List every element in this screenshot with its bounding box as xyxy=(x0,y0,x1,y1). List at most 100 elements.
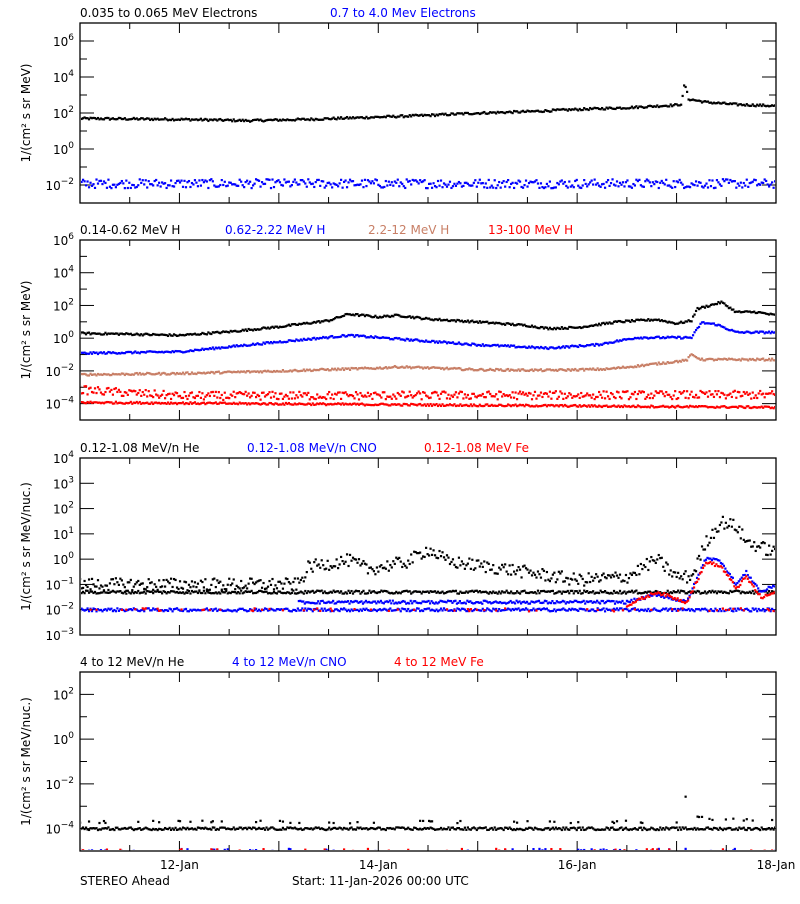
data-point xyxy=(446,186,448,188)
data-point xyxy=(526,395,528,397)
data-point xyxy=(134,390,136,392)
data-point xyxy=(486,187,488,189)
data-point xyxy=(137,392,139,394)
data-point xyxy=(140,395,142,397)
data-point xyxy=(771,550,773,552)
data-point xyxy=(588,109,590,111)
data-point xyxy=(716,393,718,395)
data-point xyxy=(616,574,618,576)
data-point xyxy=(688,575,690,577)
data-point xyxy=(113,583,115,585)
data-point xyxy=(717,181,719,183)
data-point xyxy=(549,180,551,182)
data-point xyxy=(444,391,446,393)
data-point xyxy=(259,399,261,401)
data-point xyxy=(261,587,263,589)
data-point xyxy=(97,579,99,581)
data-point xyxy=(482,182,484,184)
data-point xyxy=(564,393,566,395)
data-point xyxy=(658,554,660,556)
data-point xyxy=(698,326,700,328)
data-point xyxy=(589,581,591,583)
data-point xyxy=(726,178,728,180)
data-point xyxy=(313,186,315,188)
data-point xyxy=(222,399,224,401)
data-point xyxy=(370,393,372,395)
data-point xyxy=(707,544,709,546)
data-point xyxy=(532,572,534,574)
data-point xyxy=(401,114,403,116)
data-point xyxy=(470,568,472,570)
data-point xyxy=(251,187,253,189)
data-point xyxy=(550,398,552,400)
data-point xyxy=(234,396,236,398)
data-point xyxy=(95,178,97,180)
data-point xyxy=(682,578,684,580)
data-point xyxy=(580,392,582,394)
data-point xyxy=(607,179,609,181)
data-point xyxy=(693,396,695,398)
data-point xyxy=(637,565,639,567)
data-point xyxy=(707,396,709,398)
data-point xyxy=(481,603,483,605)
data-point xyxy=(617,577,619,579)
data-point xyxy=(682,183,684,185)
data-point xyxy=(385,398,387,400)
data-point xyxy=(121,180,123,182)
data-point xyxy=(741,528,743,530)
y-tick-label: 104 xyxy=(53,265,74,281)
data-point xyxy=(537,182,539,184)
data-point xyxy=(444,559,446,561)
data-point xyxy=(619,590,621,592)
data-point xyxy=(514,573,516,575)
data-point xyxy=(662,566,664,568)
data-point xyxy=(122,395,124,397)
data-point xyxy=(327,560,329,562)
data-point xyxy=(348,602,350,604)
data-point xyxy=(456,396,458,398)
data-point xyxy=(750,397,752,399)
data-point xyxy=(674,186,676,188)
data-point xyxy=(400,561,402,563)
data-point xyxy=(306,186,308,188)
data-point xyxy=(653,183,655,185)
data-point xyxy=(555,186,557,188)
data-point xyxy=(690,391,692,393)
data-point xyxy=(755,394,757,396)
data-point xyxy=(216,396,218,398)
data-point xyxy=(713,396,715,398)
data-point xyxy=(224,181,226,183)
data-point xyxy=(362,560,364,562)
data-point xyxy=(98,587,100,589)
data-point xyxy=(289,391,291,393)
data-point xyxy=(212,180,214,182)
data-point xyxy=(659,182,661,184)
data-point xyxy=(182,186,184,188)
data-point xyxy=(501,564,503,566)
data-point xyxy=(367,392,369,394)
data-point xyxy=(514,391,516,393)
data-point xyxy=(161,592,163,594)
data-point xyxy=(600,394,602,396)
data-point xyxy=(756,397,758,399)
data-point xyxy=(419,392,421,394)
data-point xyxy=(765,180,767,182)
data-point xyxy=(704,185,706,187)
data-point xyxy=(716,179,718,181)
data-point xyxy=(573,186,575,188)
data-point xyxy=(429,602,431,604)
legend-label: 2.2-12 MeV H xyxy=(368,223,449,237)
data-point xyxy=(770,184,772,186)
data-point xyxy=(294,178,296,180)
data-point xyxy=(224,392,226,394)
data-point xyxy=(452,558,454,560)
data-point xyxy=(732,308,734,310)
data-point xyxy=(188,395,190,397)
data-point xyxy=(764,542,766,544)
data-point xyxy=(685,570,687,572)
data-point xyxy=(562,398,564,400)
data-point xyxy=(580,187,582,189)
data-point xyxy=(771,181,773,183)
data-point xyxy=(476,186,478,188)
